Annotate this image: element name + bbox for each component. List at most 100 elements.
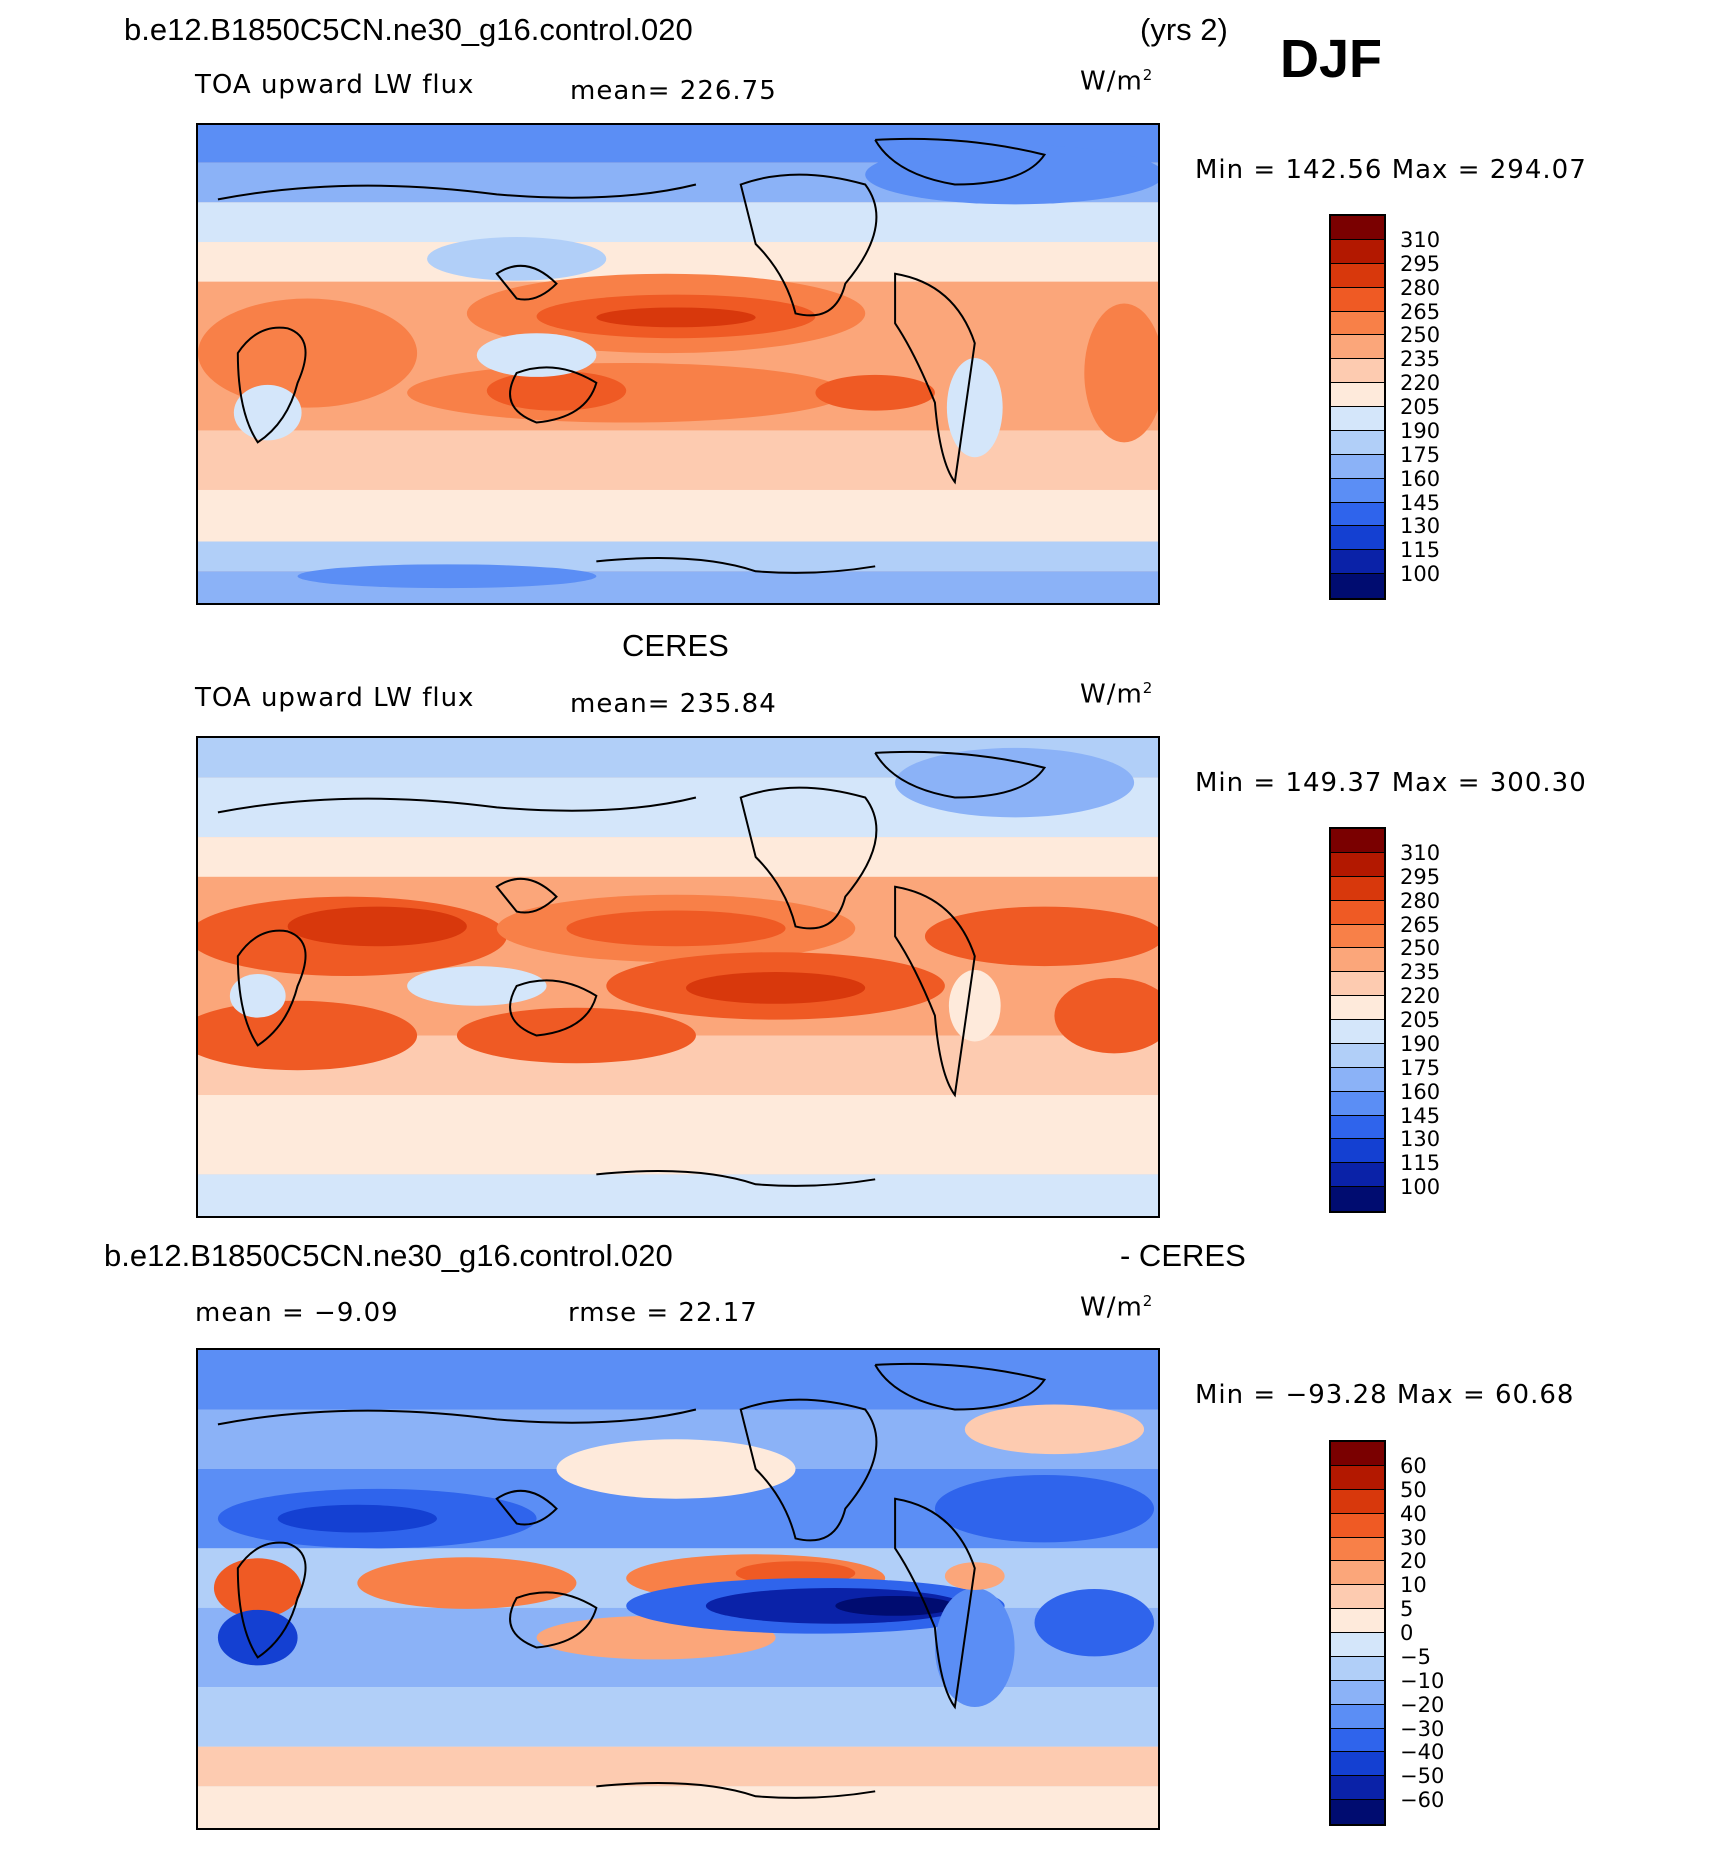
panel1-units: W/m2 — [1080, 66, 1154, 97]
colorbar-swatch — [1331, 407, 1384, 431]
panel3-minmax: Min = −93.28 Max = 60.68 — [1195, 1380, 1575, 1410]
panel1-mean: mean= 226.75 — [570, 76, 777, 106]
colorbar-swatch — [1331, 1561, 1384, 1586]
years-label: (yrs 2) — [1140, 12, 1228, 47]
colorbar-swatch — [1331, 526, 1384, 551]
panel1-minmax: Min = 142.56 Max = 294.07 — [1195, 155, 1587, 185]
panel1-colorbar — [1329, 214, 1386, 600]
colorbar-tick-label: 100 — [1400, 1175, 1441, 1200]
colorbar-swatch — [1331, 1752, 1384, 1777]
colorbar-tick-label: 205 — [1400, 395, 1441, 419]
colorbar-tick-label: 205 — [1400, 1008, 1441, 1032]
colorbar-swatch — [1331, 1680, 1384, 1705]
panel3-map — [196, 1348, 1160, 1830]
panel3-units: W/m2 — [1080, 1292, 1154, 1323]
colorbar-swatch — [1331, 335, 1384, 360]
colorbar-tick-label: 50 — [1400, 1477, 1427, 1502]
colorbar-tick-label: 145 — [1400, 490, 1441, 515]
colorbar-tick-label: 235 — [1400, 347, 1441, 372]
colorbar-swatch — [1331, 1656, 1384, 1681]
colorbar-tick-label: 115 — [1400, 538, 1441, 563]
panel2-map — [196, 736, 1160, 1218]
colorbar-swatch — [1331, 1115, 1384, 1140]
colorbar-tick-label: 220 — [1400, 371, 1441, 396]
colorbar-tick-label: −20 — [1400, 1692, 1445, 1717]
colorbar-tick-label: 220 — [1400, 984, 1441, 1009]
colorbar-tick-label: 10 — [1400, 1573, 1427, 1598]
panel2-minmax: Min = 149.37 Max = 300.30 — [1195, 768, 1587, 798]
panel2-title: CERES — [622, 628, 729, 663]
colorbar-tick-label: 250 — [1400, 323, 1441, 348]
colorbar-tick-label: −60 — [1400, 1788, 1445, 1813]
panel3-field — [198, 1350, 1158, 1828]
colorbar-tick-label: 310 — [1400, 227, 1441, 252]
panel2-units: W/m2 — [1080, 679, 1154, 710]
colorbar-swatch — [1331, 239, 1384, 264]
colorbar-swatch — [1331, 1776, 1384, 1801]
colorbar-tick-label: 250 — [1400, 936, 1441, 961]
colorbar-swatch — [1331, 1609, 1384, 1633]
panel3-colorbar — [1329, 1440, 1386, 1826]
colorbar-tick-label: 310 — [1400, 840, 1441, 865]
colorbar-tick-label: 280 — [1400, 275, 1441, 300]
colorbar-swatch — [1331, 1800, 1384, 1824]
colorbar-swatch — [1331, 1043, 1384, 1068]
panel2-variable: TOA upward LW flux — [195, 683, 475, 713]
colorbar-swatch — [1331, 454, 1384, 479]
panel1-map — [196, 123, 1160, 605]
season-label: DJF — [1280, 29, 1383, 89]
colorbar-swatch — [1331, 972, 1384, 997]
panel2-mean: mean= 235.84 — [570, 689, 777, 719]
panel3-mean: mean = −9.09 — [195, 1298, 399, 1328]
panel3-title-left: b.e12.B1850C5CN.ne30_g16.control.020 — [104, 1238, 673, 1273]
case-title: b.e12.B1850C5CN.ne30_g16.control.020 — [124, 12, 693, 47]
colorbar-swatch — [1331, 478, 1384, 503]
colorbar-swatch — [1331, 924, 1384, 949]
colorbar-tick-label: 130 — [1400, 1127, 1441, 1152]
colorbar-tick-label: 0 — [1400, 1621, 1414, 1645]
colorbar-swatch — [1331, 1187, 1384, 1211]
colorbar-swatch — [1331, 1704, 1384, 1729]
colorbar-swatch — [1331, 876, 1384, 901]
panel2-colorbar — [1329, 827, 1386, 1213]
colorbar-tick-label: 20 — [1400, 1549, 1427, 1574]
panel1-variable: TOA upward LW flux — [195, 70, 475, 100]
colorbar-tick-label: 100 — [1400, 562, 1441, 587]
colorbar-swatch — [1331, 1633, 1384, 1657]
colorbar-swatch — [1331, 216, 1384, 240]
colorbar-swatch — [1331, 1537, 1384, 1562]
colorbar-tick-label: 265 — [1400, 299, 1441, 324]
colorbar-tick-label: 295 — [1400, 251, 1441, 276]
colorbar-swatch — [1331, 1728, 1384, 1753]
colorbar-tick-label: 295 — [1400, 864, 1441, 889]
colorbar-tick-label: 40 — [1400, 1501, 1427, 1526]
colorbar-tick-label: 280 — [1400, 888, 1441, 913]
colorbar-tick-label: 60 — [1400, 1453, 1427, 1478]
colorbar-swatch — [1331, 1513, 1384, 1538]
colorbar-swatch — [1331, 502, 1384, 527]
colorbar-swatch — [1331, 311, 1384, 336]
colorbar-tick-label: −40 — [1400, 1740, 1445, 1765]
colorbar-tick-label: −50 — [1400, 1764, 1445, 1789]
colorbar-tick-label: 265 — [1400, 912, 1441, 937]
colorbar-swatch — [1331, 1091, 1384, 1116]
colorbar-swatch — [1331, 1139, 1384, 1164]
colorbar-swatch — [1331, 1067, 1384, 1092]
colorbar-swatch — [1331, 900, 1384, 925]
colorbar-swatch — [1331, 263, 1384, 288]
colorbar-tick-label: −30 — [1400, 1716, 1445, 1741]
colorbar-swatch — [1331, 1163, 1384, 1188]
colorbar-swatch — [1331, 948, 1384, 973]
colorbar-tick-label: 145 — [1400, 1103, 1441, 1128]
panel3-rmse: rmse = 22.17 — [568, 1298, 758, 1328]
panel3-title-right: - CERES — [1120, 1238, 1246, 1273]
colorbar-tick-label: 30 — [1400, 1525, 1427, 1550]
colorbar-swatch — [1331, 1585, 1384, 1610]
colorbar-tick-label: 175 — [1400, 1055, 1441, 1080]
colorbar-swatch — [1331, 550, 1384, 575]
colorbar-swatch — [1331, 359, 1384, 384]
colorbar-tick-label: −10 — [1400, 1668, 1445, 1693]
colorbar-tick-label: 190 — [1400, 1031, 1441, 1056]
colorbar-swatch — [1331, 829, 1384, 853]
colorbar-tick-label: 235 — [1400, 960, 1441, 985]
